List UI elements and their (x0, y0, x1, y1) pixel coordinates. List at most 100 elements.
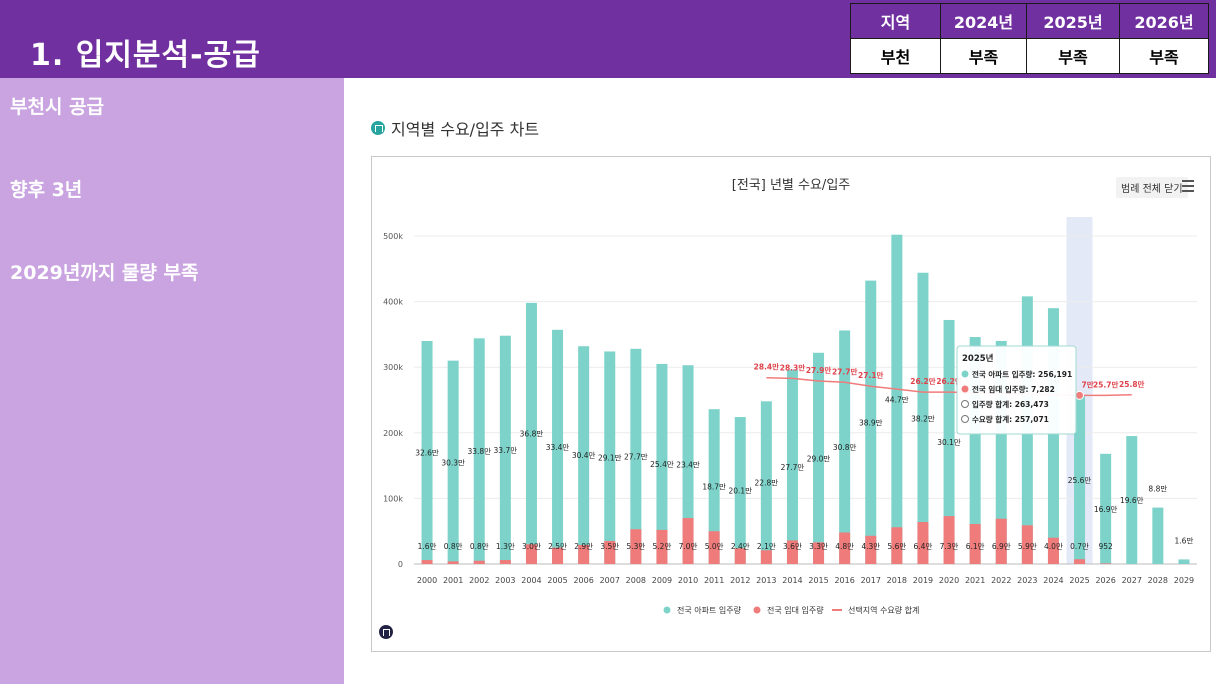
rental-bar (708, 531, 720, 564)
apartment-value-label: 38.9만 (859, 418, 883, 427)
rental-bar (578, 544, 590, 564)
rental-value-label: 0.8만 (470, 542, 489, 551)
rental-bar (656, 529, 668, 564)
rental-bar (421, 560, 433, 564)
apartment-bar (943, 319, 955, 564)
rental-value-label: 952 (1098, 542, 1113, 551)
demand-value-label: 27.1만 (858, 370, 884, 380)
x-tick-label: 2022 (991, 576, 1011, 585)
apartment-value-label: 25.6만 (1068, 476, 1092, 485)
apartment-bar (839, 330, 851, 564)
rental-bar (813, 542, 825, 564)
x-tick-label: 2010 (678, 576, 698, 585)
apartment-value-label: 30.4만 (572, 451, 596, 460)
rental-value-label: 5.0만 (705, 542, 724, 551)
x-tick-label: 2015 (808, 576, 828, 585)
x-tick-label: 2000 (417, 576, 437, 585)
page-title: 1. 입지분석-공급 (30, 38, 261, 73)
x-tick-label: 2026 (1095, 576, 1115, 585)
tooltip-marker (961, 385, 969, 393)
demand-value-label: 25.8만 (1119, 379, 1145, 389)
rental-value-label: 1.6만 (418, 542, 437, 551)
apartment-value-label: 27.7만 (781, 463, 805, 472)
apartment-value-label: 30.8만 (833, 443, 857, 452)
apartment-value-label: 22.8만 (755, 479, 779, 488)
y-tick-label: 400k (383, 298, 403, 307)
x-tick-label: 2004 (521, 576, 541, 585)
x-tick-label: 2009 (652, 576, 672, 585)
table-header-cell: 지역 (850, 3, 941, 39)
x-tick-label: 2006 (573, 576, 593, 585)
apartment-bar (760, 401, 772, 564)
rental-bar (943, 516, 955, 564)
table-cell: 부족 (1119, 38, 1209, 74)
chart-section-title: 지역별 수요/입주 차트 (371, 116, 539, 140)
rental-value-label: 6.1만 (966, 542, 985, 551)
apartment-bar (682, 365, 694, 564)
x-tick-label: 2005 (547, 576, 567, 585)
rental-bar (447, 561, 459, 564)
x-tick-label: 2013 (756, 576, 776, 585)
tooltip-marker (961, 400, 969, 408)
rental-value-label: 5.9만 (1018, 542, 1037, 551)
legend-close-button[interactable]: 범례 전체 닫기 (1116, 177, 1188, 198)
apartment-bar (552, 329, 564, 564)
tooltip-marker (961, 415, 969, 423)
apartment-value-label: 16.9만 (1094, 505, 1118, 514)
y-tick-label: 300k (383, 363, 403, 372)
apartment-bar (473, 338, 485, 564)
apartment-bar (917, 272, 929, 564)
rental-value-label: 4.8만 (835, 542, 854, 551)
rental-bar (630, 529, 642, 564)
apartment-value-label: 1.6만 (1175, 536, 1194, 545)
sidebar-line: 부천시 공급 (10, 96, 105, 118)
x-tick-label: 2024 (1043, 576, 1063, 585)
rental-value-label: 2.9만 (574, 542, 593, 551)
table-header-cell: 2026년 (1119, 3, 1209, 39)
rental-value-label: 5.2만 (653, 542, 672, 551)
apartment-value-label: 38.2만 (911, 414, 935, 423)
tooltip-row: 수요량 합계: 257,071 (972, 414, 1049, 424)
rental-value-label: 2.1만 (757, 542, 776, 551)
tooltip-box (956, 345, 1077, 435)
rental-value-label: 3.3만 (809, 542, 828, 551)
rental-bar (1074, 559, 1086, 564)
rental-bar (995, 518, 1007, 564)
x-tick-label: 2025 (1069, 576, 1089, 585)
apartment-bar (578, 346, 590, 564)
apartment-bar (1152, 507, 1164, 564)
rental-bar (473, 560, 485, 564)
table-header-cell: 2025년 (1026, 3, 1120, 39)
rental-bar (1100, 563, 1112, 564)
rental-bar (734, 548, 746, 564)
rental-value-label: 7.3만 (940, 542, 959, 551)
hamburger-menu-icon[interactable] (1182, 180, 1194, 192)
demand-value-label: 26.2만 (936, 376, 962, 386)
rental-value-label: 0.8만 (444, 542, 463, 551)
rental-bar (865, 535, 877, 564)
header-bar: 1. 입지분석-공급 지역 2024년 2025년 2026년 부천 부족 부족… (0, 0, 1216, 78)
y-tick-label: 200k (383, 429, 403, 438)
chart-title: [전국] 년별 수요/입주 (732, 178, 851, 193)
table-value-row: 부천 부족 부족 부족 (850, 38, 1209, 74)
apartment-value-label: 20.1만 (728, 487, 752, 496)
demand-value-label: 26.2만 (910, 376, 936, 386)
apartment-value-label: 30.3만 (441, 458, 465, 467)
table-cell: 부족 (940, 38, 1027, 74)
apartment-bar (525, 302, 537, 564)
rental-bar (682, 518, 694, 564)
apartment-bar (1126, 436, 1138, 564)
rental-value-label: 3.0만 (522, 542, 541, 551)
rental-bar (760, 550, 772, 564)
tooltip-row: 전국 임대 입주량: 7,282 (972, 384, 1055, 394)
demand-value-label: 28.4만 (754, 362, 780, 372)
legend-marker (753, 606, 761, 614)
apartment-value-label: 32.6만 (415, 448, 439, 457)
sidebar-line: 2029년까지 물량 부족 (10, 262, 199, 284)
x-tick-label: 2028 (1148, 576, 1168, 585)
x-tick-label: 2001 (443, 576, 463, 585)
apartment-bar (421, 340, 433, 564)
rental-value-label: 6.4만 (914, 542, 933, 551)
rental-bar (1047, 537, 1059, 564)
demand-value-label: 25.7만 (1093, 379, 1119, 389)
